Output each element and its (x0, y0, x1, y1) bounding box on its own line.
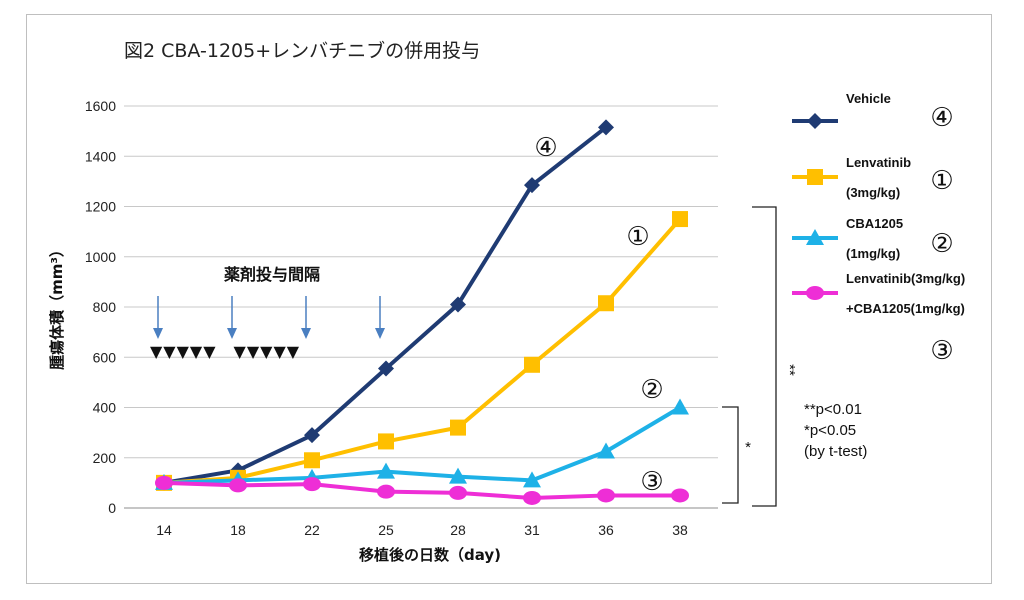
significance-double: ** (781, 364, 798, 376)
y-tick-label: 0 (108, 500, 116, 516)
legend-label: Lenvatinib (846, 155, 911, 170)
y-tick-label: 1600 (85, 98, 116, 114)
legend-label: (3mg/kg) (846, 185, 900, 200)
data-point (807, 113, 823, 129)
series-group-label: ③ (640, 467, 663, 497)
legend-item: CBA1205 (1mg/kg) ② (792, 216, 954, 261)
significance-notes: **p<0.01 *p<0.05 (by t-test) (804, 401, 867, 460)
data-point (303, 477, 321, 492)
data-point (229, 478, 247, 493)
data-point (806, 229, 824, 245)
legend-label: Vehicle (846, 91, 891, 106)
series-circle (155, 475, 689, 505)
data-point (450, 296, 466, 313)
data-point (523, 490, 541, 505)
x-tick-label: 22 (304, 522, 320, 538)
significance-brackets: *** (722, 206, 798, 507)
series-line (163, 480, 680, 500)
x-tick-label: 38 (672, 522, 688, 538)
significance-note: (by t-test) (804, 443, 867, 460)
data-point (449, 485, 467, 500)
y-axis-ticks: 0 200 400 600 800 1000 1200 1400 1600 (85, 98, 116, 516)
dosing-marks: ▼▼▼▼▼ ▼▼▼▼▼ (150, 342, 300, 361)
x-tick-label: 31 (524, 522, 540, 538)
data-point (597, 488, 615, 503)
chart-grid (124, 105, 718, 509)
significance-note: **p<0.01 (804, 401, 862, 418)
data-point (377, 484, 395, 499)
data-point (598, 119, 614, 136)
y-tick-label: 200 (93, 450, 117, 466)
data-point (304, 452, 320, 469)
chart-series (155, 119, 689, 505)
y-tick-label: 600 (93, 349, 117, 365)
x-tick-label: 28 (450, 522, 466, 538)
x-axis-ticks: 14 18 22 25 28 31 36 38 (156, 522, 688, 538)
y-tick-label: 800 (93, 299, 117, 315)
dosing-annotation: 薬剤投与間隔 ▼▼▼▼▼ ▼▼▼▼▼ (150, 265, 385, 361)
series-line (163, 217, 682, 485)
data-point (449, 467, 467, 484)
series-group-label: ① (626, 222, 649, 252)
data-point (524, 356, 540, 373)
legend-item: Lenvatinib (3mg/kg) ① (792, 155, 954, 200)
data-point (598, 295, 614, 312)
x-tick-label: 14 (156, 522, 172, 538)
data-point (378, 433, 394, 450)
data-point (672, 211, 688, 228)
data-point (806, 286, 824, 300)
series-group-label: ④ (534, 133, 557, 163)
legend-label: Lenvatinib(3mg/kg) (846, 271, 965, 286)
legend-group-label: ① (930, 166, 953, 196)
dosing-arrowhead (153, 328, 163, 339)
data-point (377, 462, 395, 479)
data-point (378, 360, 394, 377)
series-group-label: ② (640, 375, 663, 405)
data-point (807, 169, 823, 185)
bracket-single (722, 406, 739, 504)
legend-label: (1mg/kg) (846, 246, 900, 261)
legend-label: CBA1205 (846, 216, 903, 231)
dosing-arrowhead (301, 328, 311, 339)
legend-label: +CBA1205(1mg/kg) (846, 301, 965, 316)
data-point (597, 442, 615, 459)
significance-note: *p<0.05 (804, 422, 856, 439)
x-tick-label: 25 (378, 522, 394, 538)
y-axis-title: 腫瘍体積（mm³） (48, 242, 66, 370)
data-point (671, 488, 689, 503)
y-tick-label: 400 (93, 400, 117, 416)
bracket-double (752, 206, 777, 507)
chart-frame (26, 14, 992, 584)
legend-group-label: ② (930, 229, 953, 259)
dosing-label: 薬剤投与間隔 (223, 265, 320, 284)
y-tick-label: 1200 (85, 199, 116, 215)
series-line (163, 125, 608, 485)
group-labels: ④ ① ② ③ (534, 133, 663, 497)
legend-item: Vehicle ④ (792, 91, 954, 133)
x-tick-label: 18 (230, 522, 246, 538)
significance-single: * (745, 439, 751, 456)
series-line (163, 405, 682, 485)
x-tick-label: 36 (598, 522, 614, 538)
legend-group-label: ③ (930, 336, 953, 366)
data-point (671, 398, 689, 415)
dosing-arrowhead (227, 328, 237, 339)
data-point (524, 177, 540, 194)
y-tick-label: 1400 (85, 148, 116, 164)
dosing-arrowhead (375, 328, 385, 339)
data-point (155, 475, 173, 490)
data-point (304, 427, 320, 444)
y-tick-label: 1000 (85, 249, 116, 265)
x-axis-title: 移植後の日数（day) (359, 546, 501, 564)
data-point (450, 419, 466, 436)
data-point (523, 471, 541, 488)
legend-group-label: ④ (930, 103, 953, 133)
chart-title: 図2 CBA-1205+レンバチニブの併用投与 (124, 40, 481, 62)
legend-item: Lenvatinib(3mg/kg) +CBA1205(1mg/kg) ③ (792, 271, 965, 366)
